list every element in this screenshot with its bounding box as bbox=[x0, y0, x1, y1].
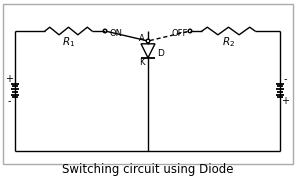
Text: OFF: OFF bbox=[172, 29, 188, 38]
Text: +: + bbox=[6, 74, 14, 84]
Text: K: K bbox=[139, 58, 145, 67]
Text: $R_1$: $R_1$ bbox=[62, 35, 75, 49]
Text: Switching circuit using Diode: Switching circuit using Diode bbox=[62, 164, 234, 176]
Text: ON: ON bbox=[110, 29, 123, 38]
Text: A: A bbox=[139, 34, 145, 43]
Text: +: + bbox=[281, 96, 289, 106]
Text: D: D bbox=[157, 49, 164, 58]
Text: $R_2$: $R_2$ bbox=[222, 35, 235, 49]
Text: -: - bbox=[8, 96, 11, 106]
Text: -: - bbox=[284, 74, 287, 84]
